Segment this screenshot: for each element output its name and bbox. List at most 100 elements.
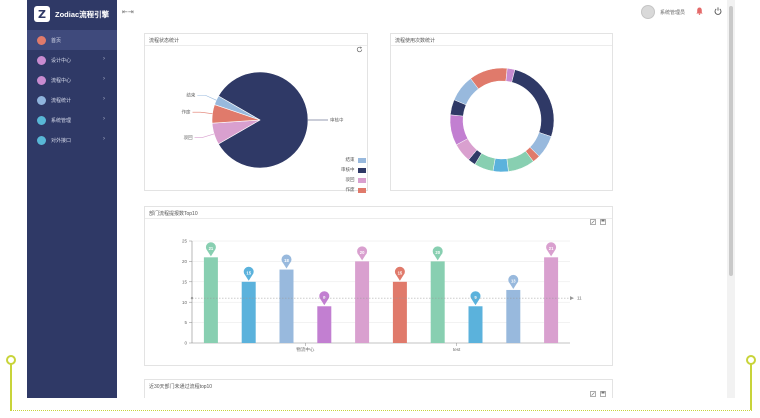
legend-swatch bbox=[357, 177, 366, 183]
bar-value-label: 9 bbox=[474, 295, 477, 300]
bar bbox=[506, 289, 521, 343]
sidebar-nav: 首页 设计中心 › 流程中心 › 流程统计 › 系统管理 › bbox=[27, 30, 117, 150]
panel-title: 流程状态统计 bbox=[149, 38, 180, 44]
bar bbox=[392, 281, 407, 343]
panel-divider bbox=[145, 45, 367, 46]
data-view-icon[interactable] bbox=[590, 219, 596, 225]
average-start-dot bbox=[190, 296, 194, 300]
sidebar-item-label: 系统管理 bbox=[51, 117, 72, 124]
data-view-icon[interactable] bbox=[590, 391, 596, 397]
pie-label-line bbox=[197, 94, 217, 101]
chart-toolbox bbox=[590, 219, 606, 225]
bar bbox=[279, 269, 294, 343]
sidebar-item-design-center[interactable]: 设计中心 › bbox=[27, 50, 117, 70]
bar bbox=[430, 261, 445, 343]
status-stats-panel: 流程状态统计 审核中 驳回 作废 结束 结束 审核中 驳回 作废 bbox=[144, 33, 368, 193]
frame-decoration bbox=[746, 355, 756, 365]
bar bbox=[544, 257, 559, 343]
legend-item[interactable]: 驳回 bbox=[341, 175, 366, 185]
y-tick-label: 25 bbox=[182, 239, 188, 244]
bar bbox=[468, 306, 483, 343]
sidebar-item-label: 设计中心 bbox=[51, 57, 72, 64]
bar-marker bbox=[205, 242, 216, 257]
bell-icon[interactable] bbox=[696, 7, 703, 15]
user-name[interactable]: 系统管理员 bbox=[660, 10, 686, 16]
bar bbox=[203, 257, 218, 343]
legend-swatch bbox=[357, 167, 366, 173]
app-logo: Z bbox=[34, 6, 50, 22]
usage-donut-chart bbox=[449, 67, 555, 173]
scrollbar-thumb[interactable] bbox=[729, 6, 733, 276]
pie-slice-label: 审核中 bbox=[330, 117, 344, 124]
bar bbox=[355, 261, 370, 343]
pie-legend: 结束 审核中 驳回 作废 bbox=[341, 155, 366, 195]
bar-marker bbox=[243, 266, 254, 281]
panel-title: 流程使用次数统计 bbox=[395, 38, 436, 44]
pie-slice bbox=[214, 95, 261, 121]
frame-decoration bbox=[10, 410, 752, 411]
frame-decoration bbox=[10, 364, 12, 410]
usage-stats-panel: 流程使用次数统计 bbox=[390, 33, 613, 191]
panel-divider bbox=[391, 45, 612, 46]
power-icon[interactable] bbox=[714, 7, 722, 15]
bar-marker bbox=[357, 246, 368, 261]
pie-label-line bbox=[194, 133, 215, 138]
avatar[interactable] bbox=[641, 5, 655, 19]
bar-value-label: 15 bbox=[398, 270, 403, 275]
donut-slice bbox=[511, 69, 555, 137]
process-icon bbox=[37, 75, 46, 85]
sidebar-item-process-center[interactable]: 流程中心 › bbox=[27, 70, 117, 90]
pie-label-line bbox=[192, 111, 213, 115]
dept-bar-chart: 0 5 10 15 20 25 21 15 18 9 20 15 20 9 13 21 物流中心 test 11 bbox=[182, 239, 582, 353]
y-tick-label: 20 bbox=[182, 259, 188, 264]
sidebar: Z Zodiac流程引擎 首页 设计中心 › 流程中心 › 流程统计 bbox=[27, 0, 117, 398]
rejected-top10-panel: 近30天部门未通过流程top10 bbox=[144, 379, 613, 398]
chevron-right-icon: › bbox=[103, 116, 105, 122]
legend-label: 结束 bbox=[345, 157, 355, 162]
sidebar-item-process-stats[interactable]: 流程统计 › bbox=[27, 90, 117, 110]
sidebar-item-label: 流程中心 bbox=[51, 77, 72, 84]
dept-top10-panel: 部门流程提报数Top10 0 5 10 15 20 25 21 15 18 9 20 15 20 9 13 2… bbox=[144, 206, 613, 366]
bar-value-label: 20 bbox=[435, 250, 440, 255]
bar-value-label: 9 bbox=[323, 295, 326, 300]
bar-value-label: 21 bbox=[209, 246, 214, 251]
save-image-icon[interactable] bbox=[600, 391, 606, 397]
pie-slice-label: 结束 bbox=[186, 92, 195, 99]
panel-divider bbox=[145, 218, 612, 219]
bar-value-label: 21 bbox=[549, 246, 554, 251]
y-tick-label: 15 bbox=[182, 279, 188, 284]
bar-value-label: 20 bbox=[360, 250, 365, 255]
bar-marker bbox=[432, 246, 443, 261]
bar-marker bbox=[394, 266, 405, 281]
frame-decoration bbox=[6, 355, 16, 365]
refresh-icon[interactable] bbox=[356, 46, 363, 53]
bar bbox=[241, 281, 256, 343]
legend-item[interactable]: 结束 bbox=[341, 155, 366, 165]
bar-value-label: 15 bbox=[246, 270, 251, 275]
chevron-right-icon: › bbox=[103, 56, 105, 62]
app-title: Zodiac流程引擎 bbox=[55, 9, 110, 19]
y-tick-label: 0 bbox=[184, 341, 187, 346]
pie-slice-label: 驳回 bbox=[184, 134, 193, 141]
legend-label: 审核中 bbox=[341, 167, 355, 172]
sidebar-header: Z Zodiac流程引擎 bbox=[27, 0, 117, 28]
legend-swatch bbox=[357, 157, 366, 163]
sidebar-item-system-admin[interactable]: 系统管理 › bbox=[27, 110, 117, 130]
sidebar-item-label: 流程统计 bbox=[51, 97, 72, 104]
legend-item[interactable]: 审核中 bbox=[341, 165, 366, 175]
bar-marker bbox=[470, 291, 481, 306]
sidebar-item-home[interactable]: 首页 bbox=[27, 30, 117, 50]
x-tick-label: test bbox=[453, 347, 461, 352]
sidebar-item-label: 首页 bbox=[51, 37, 62, 44]
y-tick-label: 5 bbox=[184, 320, 187, 325]
bar-marker bbox=[546, 242, 557, 257]
save-image-icon[interactable] bbox=[600, 219, 606, 225]
legend-label: 驳回 bbox=[345, 177, 355, 182]
sidebar-toggle-icon[interactable]: ⇤⇥ bbox=[122, 9, 134, 16]
settings-icon bbox=[37, 115, 46, 125]
chevron-right-icon: › bbox=[103, 136, 105, 142]
sidebar-item-label: 对外接口 bbox=[51, 137, 72, 144]
sidebar-item-external-api[interactable]: 对外接口 › bbox=[27, 130, 117, 150]
chevron-right-icon: › bbox=[103, 76, 105, 82]
legend-item[interactable]: 作废 bbox=[341, 185, 366, 195]
